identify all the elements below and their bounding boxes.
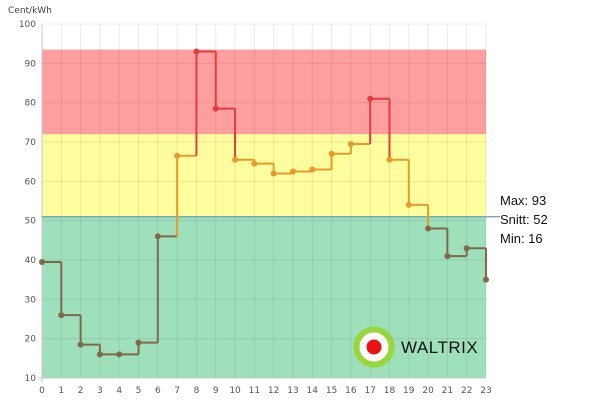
logo-text: WALTRIX (401, 338, 479, 357)
x-tick-label: 17 (364, 386, 375, 396)
y-tick-label: 30 (25, 295, 37, 305)
x-tick-label: 11 (249, 386, 260, 396)
x-tick-label: 13 (287, 386, 298, 396)
data-point (193, 48, 200, 55)
data-point (96, 351, 103, 358)
y-tick-label: 10 (25, 374, 37, 384)
x-tick-label: 23 (480, 386, 491, 396)
price-series (42, 50, 487, 356)
y-tick-label: 90 (25, 59, 37, 69)
data-point (405, 201, 412, 208)
y-tick-label: 100 (19, 20, 36, 30)
x-tick-label: 0 (39, 386, 45, 396)
data-point (309, 166, 316, 173)
y-tick-label: 70 (25, 138, 37, 148)
x-tick-label: 12 (268, 386, 279, 396)
data-point (270, 170, 277, 177)
x-tick-label: 18 (384, 386, 396, 396)
x-tick-label: 19 (403, 386, 415, 396)
x-tick-label: 14 (307, 386, 319, 396)
price-statistics: Max: 93 Snitt: 52 Min: 16 (500, 191, 548, 248)
x-tick-label: 1 (58, 386, 64, 396)
data-point (367, 95, 374, 102)
band-low (42, 216, 486, 378)
y-tick-labels: 10 20 30 40 50 60 70 80 90 100 (19, 20, 36, 384)
data-point (328, 150, 335, 157)
min-price: Min: 16 (500, 231, 543, 246)
x-tick-label: 5 (136, 386, 142, 396)
y-tick-label: 60 (25, 177, 37, 187)
y-tick-label: 20 (25, 335, 37, 345)
band-mid (42, 134, 486, 217)
x-tick-label: 4 (116, 386, 122, 396)
y-tick-label: 40 (25, 256, 37, 266)
data-point (232, 156, 239, 163)
data-point (212, 105, 219, 112)
average-price: Snitt: 52 (500, 212, 548, 227)
data-point (483, 276, 489, 283)
data-point (174, 152, 181, 159)
data-point (77, 341, 84, 348)
data-point (386, 156, 393, 163)
x-tick-label: 16 (345, 386, 357, 396)
y-axis-label: Cent/kWh (8, 6, 52, 16)
band-high (42, 49, 486, 135)
data-point (58, 312, 65, 319)
y-tick-label: 50 (25, 217, 37, 227)
x-tick-label: 7 (174, 386, 180, 396)
price-points (39, 48, 489, 358)
data-point (425, 225, 432, 232)
x-tick-label: 21 (442, 386, 453, 396)
x-tick-label: 8 (194, 386, 200, 396)
x-tick-labels: 0 1 2 3 4 5 6 7 8 9 10 11 12 13 14 15 16 17 18 19 20 21 22 23 (39, 386, 492, 396)
data-point (135, 339, 142, 346)
waltrix-logo: WALTRIX (353, 325, 493, 371)
data-point (116, 351, 123, 358)
logo-ring-icon (353, 326, 395, 368)
x-tick-label: 3 (97, 386, 103, 396)
max-price: Max: 93 (500, 193, 547, 208)
x-tick-label: 10 (229, 386, 241, 396)
data-point (251, 160, 258, 167)
x-tick-label: 2 (78, 386, 84, 396)
x-tick-label: 22 (461, 386, 472, 396)
axes (38, 24, 486, 382)
data-point (39, 258, 45, 265)
x-tick-label: 6 (155, 386, 161, 396)
data-point (347, 140, 354, 147)
price-bands (42, 49, 486, 378)
x-tick-label: 9 (213, 386, 219, 396)
data-point (154, 233, 161, 240)
x-tick-label: 15 (326, 386, 337, 396)
grid-lines (41, 23, 487, 379)
y-tick-label: 80 (25, 99, 37, 109)
data-point (444, 253, 451, 260)
data-point (463, 245, 470, 252)
x-tick-label: 20 (422, 386, 434, 396)
data-point (289, 168, 296, 175)
